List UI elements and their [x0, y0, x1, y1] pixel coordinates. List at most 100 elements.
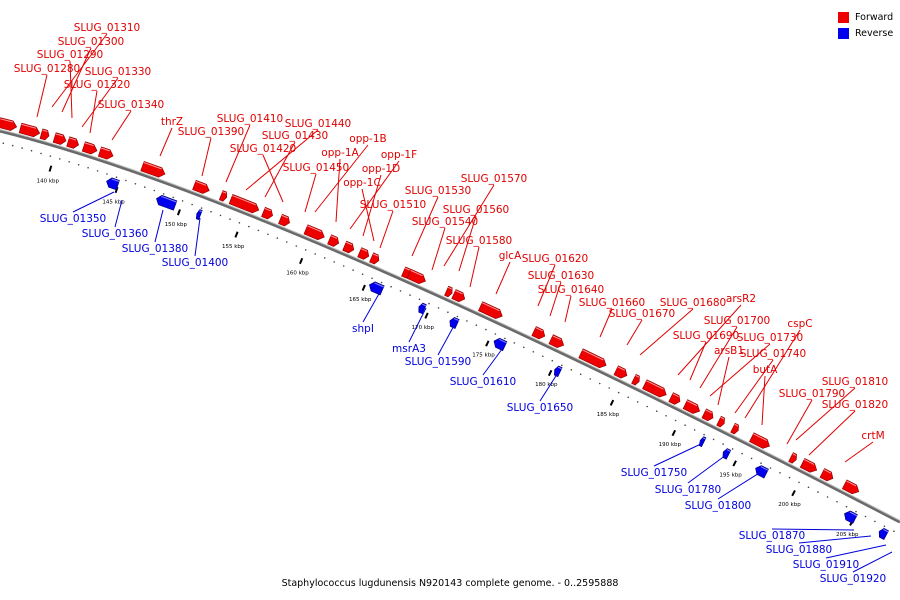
forward-gene-label[interactable]: opp-1F: [381, 149, 417, 161]
forward-gene-label[interactable]: thrZ: [161, 116, 183, 128]
forward-gene-label[interactable]: SLUG_01570: [461, 173, 527, 185]
forward-gene-label[interactable]: SLUG_01730: [737, 332, 803, 344]
reverse-gene-label[interactable]: SLUG_01400: [162, 257, 228, 269]
reverse-gene-arrow[interactable]: [698, 436, 707, 448]
forward-gene-arrow[interactable]: [278, 213, 291, 227]
reverse-gene-arrow[interactable]: [448, 316, 460, 330]
reverse-gene-label[interactable]: SLUG_01920: [820, 573, 886, 585]
forward-gene-label[interactable]: SLUG_01510: [360, 199, 426, 211]
forward-gene-arrow[interactable]: [613, 365, 629, 380]
forward-gene-arrow[interactable]: [682, 399, 702, 416]
forward-gene-arrow[interactable]: [81, 141, 98, 156]
forward-gene-label[interactable]: SLUG_01290: [37, 49, 103, 61]
forward-gene-arrow[interactable]: [97, 146, 114, 161]
forward-gene-arrow[interactable]: [357, 247, 371, 261]
forward-gene-label[interactable]: cspC: [787, 318, 812, 330]
forward-gene-arrow[interactable]: [668, 392, 682, 406]
forward-gene-label[interactable]: SLUG_01330: [85, 66, 151, 78]
forward-gene-label[interactable]: SLUG_01740: [740, 348, 806, 360]
reverse-gene-label[interactable]: SLUG_01910: [793, 559, 859, 571]
forward-gene-arrow[interactable]: [140, 160, 167, 179]
forward-gene-arrow[interactable]: [218, 190, 228, 202]
forward-gene-arrow[interactable]: [444, 285, 455, 298]
forward-gene-label[interactable]: SLUG_01690: [673, 330, 739, 342]
forward-gene-label[interactable]: SLUG_01810: [822, 376, 888, 388]
reverse-gene-arrow[interactable]: [753, 464, 769, 479]
forward-gene-label[interactable]: SLUG_01790: [779, 388, 845, 400]
reverse-gene-label[interactable]: SLUG_01590: [405, 356, 471, 368]
forward-gene-label[interactable]: glcA: [499, 250, 522, 262]
reverse-gene-arrow[interactable]: [552, 365, 563, 378]
forward-gene-arrow[interactable]: [749, 432, 771, 451]
forward-gene-arrow[interactable]: [548, 334, 566, 350]
forward-gene-label[interactable]: SLUG_01580: [446, 235, 512, 247]
forward-gene-label[interactable]: SLUG_01430: [262, 130, 328, 142]
forward-gene-label[interactable]: SLUG_01700: [704, 315, 770, 327]
forward-gene-label[interactable]: SLUG_01640: [538, 284, 604, 296]
forward-gene-label[interactable]: SLUG_01280: [14, 63, 80, 75]
forward-gene-arrow[interactable]: [642, 379, 669, 400]
forward-gene-label[interactable]: SLUG_01340: [98, 99, 164, 111]
forward-gene-arrow[interactable]: [261, 206, 274, 220]
forward-gene-label[interactable]: SLUG_01440: [285, 118, 351, 130]
forward-gene-label[interactable]: opp-1A: [321, 147, 359, 159]
reverse-gene-label[interactable]: SLUG_01880: [766, 544, 832, 556]
forward-gene-arrow[interactable]: [701, 408, 715, 422]
forward-gene-arrow[interactable]: [819, 468, 835, 483]
forward-gene-arrow[interactable]: [18, 122, 41, 138]
forward-gene-label[interactable]: SLUG_01530: [405, 185, 471, 197]
forward-gene-label[interactable]: SLUG_01420: [230, 143, 296, 155]
forward-gene-arrow[interactable]: [0, 117, 18, 132]
forward-gene-arrow[interactable]: [478, 301, 504, 321]
forward-gene-arrow[interactable]: [788, 452, 799, 465]
forward-gene-arrow[interactable]: [451, 289, 467, 303]
reverse-gene-label[interactable]: SLUG_01870: [739, 530, 805, 542]
forward-gene-label[interactable]: opp-1D: [362, 163, 400, 175]
forward-gene-arrow[interactable]: [406, 268, 428, 285]
forward-gene-arrow[interactable]: [303, 224, 326, 242]
forward-gene-arrow[interactable]: [716, 415, 727, 428]
forward-gene-label[interactable]: SLUG_01540: [412, 216, 478, 228]
reverse-gene-label[interactable]: SLUG_01650: [507, 402, 573, 414]
reverse-gene-arrow[interactable]: [417, 302, 427, 315]
reverse-gene-label[interactable]: SLUG_01380: [122, 243, 188, 255]
forward-gene-arrow[interactable]: [578, 348, 609, 370]
reverse-gene-label[interactable]: msrA3: [392, 343, 426, 355]
forward-gene-arrow[interactable]: [342, 240, 356, 254]
reverse-gene-label[interactable]: shpI: [352, 323, 374, 335]
reverse-gene-arrow[interactable]: [367, 280, 385, 296]
forward-gene-arrow[interactable]: [52, 132, 67, 146]
forward-gene-label[interactable]: SLUG_01390: [178, 126, 244, 138]
forward-gene-label[interactable]: SLUG_01680: [660, 297, 726, 309]
reverse-gene-label[interactable]: SLUG_01750: [621, 467, 687, 479]
reverse-gene-arrow[interactable]: [721, 448, 732, 460]
forward-gene-arrow[interactable]: [39, 128, 50, 141]
forward-gene-label[interactable]: arsB1: [714, 345, 744, 357]
forward-gene-label[interactable]: SLUG_01670: [609, 308, 675, 320]
reverse-gene-label[interactable]: SLUG_01800: [685, 500, 751, 512]
forward-gene-label[interactable]: SLUG_01310: [74, 22, 140, 34]
forward-gene-arrow[interactable]: [631, 373, 642, 386]
forward-gene-label[interactable]: arsR2: [726, 293, 756, 305]
reverse-gene-arrow[interactable]: [195, 209, 203, 221]
forward-gene-label[interactable]: SLUG_01820: [822, 399, 888, 411]
forward-gene-arrow[interactable]: [531, 326, 547, 341]
reverse-gene-arrow[interactable]: [842, 509, 858, 524]
forward-gene-label[interactable]: SLUG_01320: [64, 79, 130, 91]
forward-gene-label[interactable]: SLUG_01300: [58, 36, 124, 48]
forward-gene-arrow[interactable]: [730, 422, 741, 435]
forward-gene-label[interactable]: opp-1C: [343, 177, 381, 189]
forward-gene-arrow[interactable]: [841, 479, 861, 496]
forward-gene-label[interactable]: SLUG_01410: [217, 113, 283, 125]
forward-gene-arrow[interactable]: [66, 136, 80, 150]
forward-gene-label[interactable]: SLUG_01450: [283, 162, 349, 174]
forward-gene-arrow[interactable]: [369, 252, 381, 265]
forward-gene-arrow[interactable]: [327, 234, 341, 248]
forward-gene-label[interactable]: SLUG_01620: [522, 253, 588, 265]
reverse-gene-label[interactable]: SLUG_01350: [40, 213, 106, 225]
reverse-gene-arrow[interactable]: [492, 337, 508, 352]
forward-gene-label[interactable]: crtM: [861, 430, 884, 442]
forward-gene-label[interactable]: opp-1B: [349, 133, 386, 145]
forward-gene-arrow[interactable]: [192, 179, 212, 195]
reverse-gene-arrow[interactable]: [877, 527, 889, 540]
